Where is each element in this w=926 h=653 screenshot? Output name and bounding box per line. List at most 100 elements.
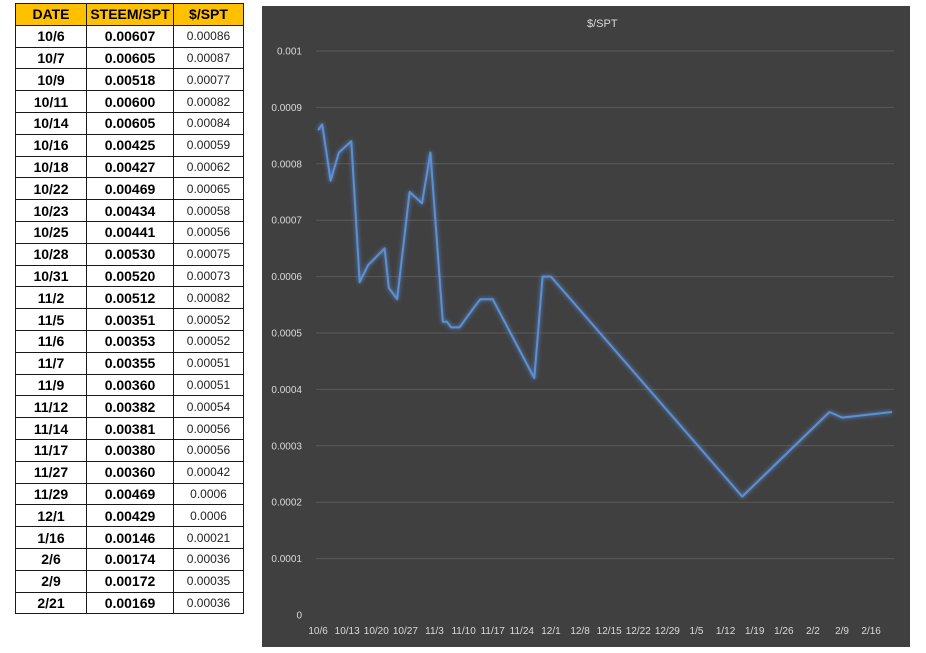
y-tick-label: 0.0008 (271, 159, 302, 170)
data-point (541, 275, 544, 278)
table-row: 11/14 0.00381 0.00056 (15, 417, 244, 440)
table-row: 11/9 0.00360 0.00051 (15, 373, 244, 397)
steem-spt-cell: 0.00434 (86, 199, 174, 222)
table-row: 11/29 0.00469 0.0006 (15, 482, 244, 506)
table-row: 10/7 0.00605 0.00087 (15, 46, 244, 70)
data-point (828, 411, 831, 414)
y-tick-label: 0.0005 (271, 329, 302, 340)
date-cell: 10/7 (15, 46, 87, 70)
steem-spt-cell: 0.00172 (86, 569, 174, 593)
data-point (549, 275, 552, 278)
date-cell: 11/14 (15, 417, 87, 440)
date-cell: 1/16 (15, 526, 87, 549)
data-point (741, 495, 744, 498)
usd-spt-cell: 0.0006 (173, 504, 244, 528)
date-cell: 11/5 (15, 308, 87, 331)
date-cell: 11/27 (15, 460, 87, 484)
y-tick-label: 0.0006 (271, 272, 302, 283)
usd-spt-cell: 0.00065 (173, 177, 244, 201)
y-tick-label: 0 (296, 611, 302, 622)
x-tick-label: 10/27 (393, 626, 418, 637)
table-row: 2/9 0.00172 0.00035 (15, 569, 244, 593)
table-row: 11/5 0.00351 0.00052 (15, 308, 244, 331)
date-cell: 10/28 (15, 242, 87, 266)
usd-spt-cell: 0.00062 (173, 155, 244, 179)
chart-canvas: 0 0.0001 0.0002 0.0003 0.0004 0.0005 0.0006 0.0… (271, 18, 894, 637)
steem-spt-cell: 0.00355 (86, 351, 174, 375)
x-tick-label: 10/20 (364, 626, 389, 637)
date-cell: 11/7 (15, 351, 87, 375)
usd-spt-cell: 0.00036 (173, 547, 244, 571)
data-point (491, 298, 494, 301)
usd-spt-cell: 0.00082 (173, 90, 244, 113)
y-tick-label: 0.0002 (271, 498, 302, 509)
date-cell: 10/6 (15, 24, 87, 48)
data-point (429, 151, 432, 154)
y-tick-label: 0.0001 (271, 554, 302, 565)
usd-spt-cell: 0.00084 (173, 111, 244, 135)
table-body: 10/6 0.00607 0.00086 10/7 0.00605 0.00087 10/9… (15, 24, 244, 615)
table-row: 1/16 0.00146 0.00021 (15, 526, 244, 549)
table-row: 12/1 0.00429 0.0006 (15, 504, 244, 528)
steem-spt-cell: 0.00607 (86, 24, 174, 48)
table-row: 10/14 0.00605 0.00084 (15, 111, 244, 135)
usd-spt-cell: 0.00059 (173, 133, 244, 157)
table-row: 10/22 0.00469 0.00065 (15, 177, 244, 201)
steem-spt-cell: 0.00429 (86, 504, 174, 528)
usd-spt-cell: 0.00035 (173, 569, 244, 593)
data-point (470, 309, 473, 312)
table-row: 11/27 0.00360 0.00042 (15, 460, 244, 484)
steem-spt-cell: 0.00512 (86, 286, 174, 310)
table-row: 10/16 0.00425 0.00059 (15, 133, 244, 157)
date-cell: 10/18 (15, 155, 87, 179)
table-row: 11/17 0.00380 0.00056 (15, 438, 244, 462)
table-row: 11/7 0.00355 0.00051 (15, 351, 244, 375)
x-tick-label: 2/2 (806, 626, 820, 637)
usd-spt-cell: 0.0006 (173, 482, 244, 506)
usd-spt-cell: 0.00087 (173, 46, 244, 70)
usd-spt-cell: 0.00077 (173, 68, 244, 92)
usd-spt-cell: 0.00036 (173, 591, 244, 615)
steem-spt-cell: 0.00351 (86, 308, 174, 331)
table-row: 2/21 0.00169 0.00036 (15, 591, 244, 615)
date-cell: 11/17 (15, 438, 87, 462)
table-row: 10/25 0.00441 0.00056 (15, 220, 244, 244)
usd-spt-cell: 0.00051 (173, 373, 244, 397)
x-tick-label: 1/5 (690, 626, 704, 637)
date-cell: 11/12 (15, 395, 87, 419)
date-cell: 10/25 (15, 220, 87, 244)
data-point (533, 377, 536, 380)
table-row: 10/28 0.00530 0.00075 (15, 242, 244, 266)
data-point (387, 286, 390, 289)
steem-spt-cell: 0.00380 (86, 438, 174, 462)
data-point (446, 320, 449, 323)
date-cell: 2/6 (15, 547, 87, 571)
usd-spt-chart: 0 0.0001 0.0002 0.0003 0.0004 0.0005 0.0006 0.0… (262, 6, 910, 647)
steem-spt-cell: 0.00605 (86, 111, 174, 135)
table-row: 10/23 0.00434 0.00058 (15, 199, 244, 222)
date-cell: 10/31 (15, 264, 87, 288)
legend-label: $/SPT (587, 18, 618, 30)
data-point (396, 298, 399, 301)
x-tick-label: 1/12 (716, 626, 736, 637)
x-tick-label: 12/15 (597, 626, 622, 637)
x-tick-label: 10/13 (335, 626, 360, 637)
steem-spt-cell: 0.00425 (86, 133, 174, 157)
steem-spt-cell: 0.00353 (86, 329, 174, 353)
steem-spt-cell: 0.00169 (86, 591, 174, 615)
data-point (367, 264, 370, 267)
data-point (890, 411, 893, 414)
steem-spt-cell: 0.00146 (86, 526, 174, 549)
steem-spt-cell: 0.00469 (86, 482, 174, 506)
date-cell: 10/23 (15, 199, 87, 222)
steem-spt-cell: 0.00530 (86, 242, 174, 266)
table-row: 11/2 0.00512 0.00082 (15, 286, 244, 310)
header-date: DATE (15, 3, 87, 26)
date-cell: 10/9 (15, 68, 87, 92)
usd-spt-cell: 0.00073 (173, 264, 244, 288)
date-cell: 11/9 (15, 373, 87, 397)
usd-spt-cell: 0.00075 (173, 242, 244, 266)
steem-spt-cell: 0.00469 (86, 177, 174, 201)
steem-spt-cell: 0.00605 (86, 46, 174, 70)
date-cell: 2/21 (15, 591, 87, 615)
